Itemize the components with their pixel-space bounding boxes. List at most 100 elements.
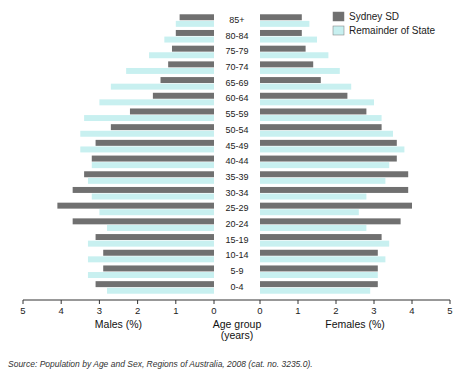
- bar: [92, 194, 214, 200]
- bar: [88, 256, 214, 262]
- bar: [260, 46, 306, 52]
- category-label: 65-69: [225, 78, 248, 88]
- x-tick-label: 4: [59, 305, 64, 316]
- x-axis-line: [23, 300, 214, 301]
- x-tick-label: 2: [333, 305, 338, 316]
- bar: [84, 171, 214, 177]
- category-label: 15-19: [225, 235, 248, 245]
- bar: [130, 108, 214, 114]
- bar: [260, 84, 351, 90]
- bar: [260, 272, 378, 278]
- bar: [111, 84, 214, 90]
- bar: [260, 61, 313, 67]
- category-label: 30-34: [225, 188, 248, 198]
- category-label: 85+: [229, 15, 244, 25]
- bar: [260, 14, 302, 20]
- x-tick-label: 5: [20, 305, 25, 316]
- bar: [260, 203, 412, 209]
- bar: [80, 131, 214, 137]
- bar: [260, 209, 359, 215]
- bar: [88, 272, 214, 278]
- mid-axis-line: [214, 300, 260, 301]
- age-axis-label: Age group(years): [213, 318, 262, 341]
- bar: [92, 162, 214, 168]
- bar: [172, 46, 214, 52]
- x-tick: [61, 300, 62, 304]
- category-label: 45-49: [225, 141, 248, 151]
- category-label: 50-54: [225, 125, 248, 135]
- bar: [260, 156, 397, 162]
- bar: [96, 140, 214, 146]
- bar: [260, 288, 370, 294]
- bars: [57, 14, 214, 293]
- category-label: 35-39: [225, 172, 248, 182]
- bar: [88, 241, 214, 247]
- bar: [161, 77, 214, 83]
- bar: [260, 234, 382, 240]
- bar: [99, 209, 214, 215]
- x-tick-label: 1: [173, 305, 178, 316]
- bar: [260, 52, 328, 58]
- legend-swatch: [333, 12, 344, 21]
- bar: [260, 250, 378, 256]
- bar: [126, 68, 214, 74]
- bar: [260, 124, 382, 130]
- x-tick: [175, 300, 176, 304]
- x-axis-line: [260, 300, 450, 301]
- bar: [73, 218, 214, 224]
- bar: [57, 203, 214, 209]
- bar: [260, 99, 374, 105]
- age-axis-label-line: (years): [221, 329, 254, 341]
- bar: [260, 178, 385, 184]
- bar: [84, 115, 214, 121]
- bar: [260, 93, 347, 99]
- bar: [180, 14, 214, 20]
- x-tick: [336, 300, 337, 304]
- bar: [107, 225, 214, 231]
- x-axis-label: Males (%): [95, 318, 142, 330]
- bar: [111, 124, 214, 130]
- bar: [260, 218, 401, 224]
- bar: [80, 146, 214, 152]
- x-tick: [99, 300, 100, 304]
- x-tick: [450, 300, 451, 304]
- bar: [260, 194, 366, 200]
- bar: [260, 225, 366, 231]
- bar: [260, 146, 404, 152]
- bar: [153, 93, 214, 99]
- category-label: 40-44: [225, 156, 248, 166]
- bars: [260, 14, 412, 293]
- category-label: 80-84: [225, 31, 248, 41]
- panel: 012345Females (%): [257, 14, 452, 330]
- legend-label: Sydney SD: [349, 11, 399, 22]
- x-tick-label: 2: [135, 305, 140, 316]
- bar: [260, 171, 408, 177]
- bar: [260, 187, 408, 193]
- x-tick-label: 5: [447, 305, 452, 316]
- bar: [176, 21, 214, 27]
- bar: [260, 162, 389, 168]
- bar: [260, 241, 389, 247]
- category-label: 25-29: [225, 203, 248, 213]
- panel: 012345Males (%): [20, 14, 216, 330]
- source-note: Source: Population by Age and Sex, Regio…: [8, 359, 313, 369]
- bar: [103, 265, 214, 271]
- x-tick-label: 0: [257, 305, 262, 316]
- category-label: 0-4: [230, 282, 243, 292]
- chart-svg: 012345Males (%)0-45-910-1415-1920-2425-2…: [0, 0, 459, 373]
- bar: [260, 37, 317, 43]
- bar: [260, 140, 397, 146]
- legend-swatch: [333, 26, 344, 35]
- bar: [96, 281, 214, 287]
- bar: [107, 288, 214, 294]
- category-label: 55-59: [225, 109, 248, 119]
- bar: [103, 250, 214, 256]
- x-tick-label: 3: [371, 305, 376, 316]
- x-tick: [137, 300, 138, 304]
- category-label: 10-14: [225, 250, 248, 260]
- category-label: 60-64: [225, 93, 248, 103]
- bar: [164, 37, 214, 43]
- bar: [168, 61, 214, 67]
- bar: [260, 30, 302, 36]
- bar: [260, 256, 385, 262]
